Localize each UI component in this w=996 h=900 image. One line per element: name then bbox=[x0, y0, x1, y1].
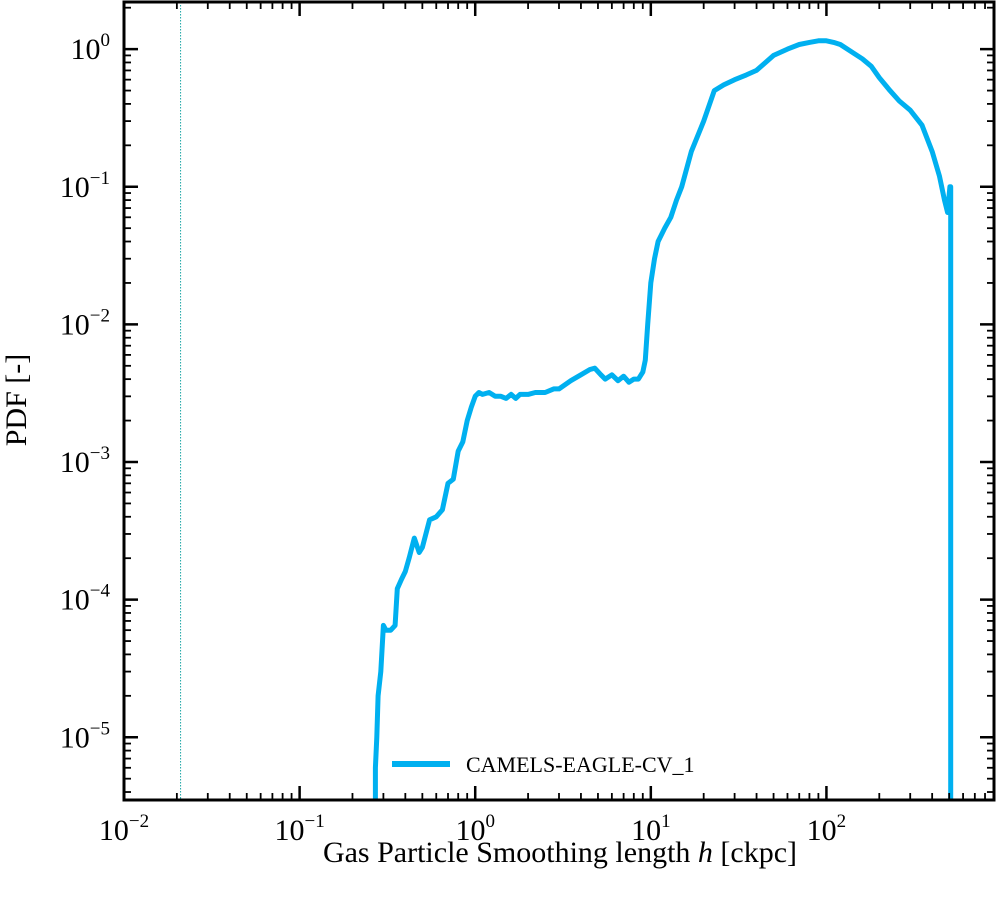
x-tick-exponent: 2 bbox=[837, 811, 847, 832]
x-tick-base: 10 bbox=[274, 814, 304, 847]
x-tick-label: 100 bbox=[455, 811, 495, 847]
y-tick-label: 100 bbox=[71, 30, 111, 66]
plot-frame bbox=[122, 0, 996, 802]
y-tick-base: 10 bbox=[71, 33, 101, 66]
x-tick-base: 10 bbox=[807, 814, 837, 847]
x-tick-base: 10 bbox=[631, 814, 661, 847]
x-tick-label: 10−1 bbox=[274, 811, 324, 847]
legend-label: CAMELS-EAGLE-CV_1 bbox=[466, 752, 695, 777]
y-tick-label: 10−4 bbox=[60, 581, 111, 617]
y-tick-exponent: −4 bbox=[90, 581, 111, 602]
y-tick-label: 10−3 bbox=[60, 443, 110, 479]
x-tick-exponent: −2 bbox=[129, 811, 149, 832]
y-tick-base: 10 bbox=[60, 721, 90, 754]
x-tick-label: 10−2 bbox=[99, 811, 149, 847]
y-tick-base: 10 bbox=[60, 446, 90, 479]
y-tick-exponent: −3 bbox=[90, 443, 110, 464]
y-tick-exponent: −2 bbox=[90, 305, 110, 326]
x-tick-base: 10 bbox=[99, 814, 129, 847]
x-tick-label: 101 bbox=[631, 811, 671, 847]
y-tick-exponent: −5 bbox=[90, 718, 110, 739]
x-tick-label: 102 bbox=[807, 811, 847, 847]
y-tick-label: 10−2 bbox=[60, 305, 110, 341]
legend: CAMELS-EAGLE-CV_1 bbox=[392, 752, 695, 777]
x-tick-base: 10 bbox=[455, 814, 485, 847]
ticks-layer bbox=[122, 2, 995, 800]
y-tick-exponent: −1 bbox=[90, 168, 110, 189]
x-axis-label: Gas Particle Smoothing length h [ckpc] bbox=[323, 836, 797, 869]
series-line bbox=[372, 38, 954, 800]
y-tick-exponent: 0 bbox=[101, 30, 111, 51]
y-tick-base: 10 bbox=[60, 308, 90, 341]
x-tick-exponent: −1 bbox=[304, 811, 324, 832]
x-tick-exponent: 1 bbox=[661, 811, 671, 832]
y-tick-base: 10 bbox=[60, 171, 90, 204]
y-tick-label: 10−5 bbox=[60, 718, 110, 754]
y-tick-base: 10 bbox=[60, 584, 90, 617]
y-tick-label: 10−1 bbox=[60, 168, 110, 204]
x-tick-exponent: 0 bbox=[485, 811, 495, 832]
series-layer bbox=[372, 38, 954, 800]
y-axis-label: PDF [-] bbox=[0, 354, 33, 447]
